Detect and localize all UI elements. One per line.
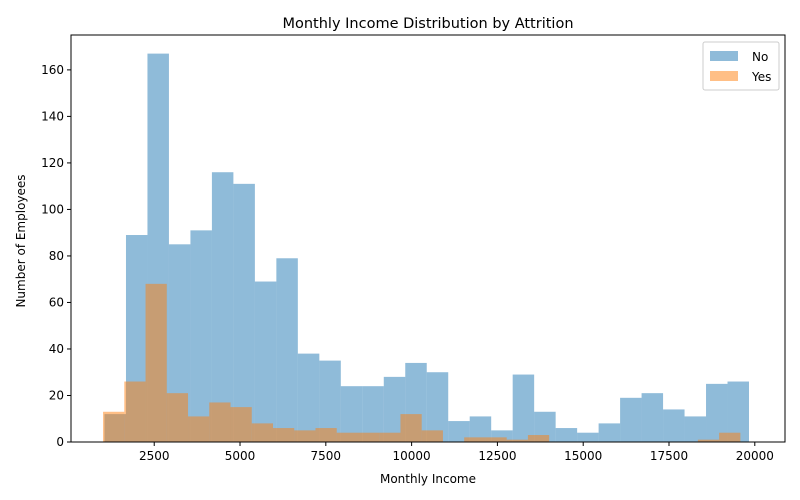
x-tick-label: 15000	[564, 449, 602, 463]
y-tick-label: 120	[41, 156, 64, 170]
bar-no-28	[706, 383, 728, 442]
bar-yes-1	[124, 381, 146, 442]
bar-yes-12	[357, 432, 380, 442]
bar-no-27	[684, 416, 707, 442]
bar-no-25	[641, 393, 664, 442]
bar-no-20	[534, 411, 556, 442]
legend-swatch-yes	[710, 71, 738, 81]
x-tick-label: 7500	[311, 449, 342, 463]
bar-no-24	[620, 397, 642, 442]
bar-yes-3	[166, 393, 189, 442]
y-tick-label: 100	[41, 202, 64, 216]
bar-yes-18	[485, 437, 507, 442]
bar-no-7	[254, 281, 277, 442]
bar-yes-4	[188, 416, 210, 442]
bar-no-19	[512, 374, 535, 442]
axes-layer: 2500 5000 7500 10000 12500 15000 17500 20000 0 20…	[41, 34, 786, 463]
y-tick-label: 160	[41, 63, 64, 77]
bar-yes-20	[527, 435, 550, 442]
bar-no-29	[727, 381, 749, 442]
bar-no-13	[383, 376, 406, 442]
bar-no-15	[426, 372, 449, 442]
x-tick-label: 17500	[650, 449, 688, 463]
bar-yes-2	[145, 283, 167, 442]
y-tick-label: 80	[49, 249, 64, 263]
bar-no-4	[190, 230, 212, 442]
bar-yes-7	[251, 423, 273, 442]
legend-label-yes: Yes	[751, 70, 771, 84]
bar-no-12	[362, 386, 384, 442]
bar-yes-10	[315, 428, 337, 442]
y-tick-label: 20	[49, 388, 64, 402]
x-axis-title: Monthly Income	[380, 472, 476, 486]
bar-yes-17	[464, 437, 486, 442]
x-tick-label: 2500	[139, 449, 170, 463]
bar-yes-19	[506, 439, 528, 442]
bar-no-26	[663, 409, 685, 442]
bar-no-23	[598, 423, 621, 442]
x-tick-label: 12500	[478, 449, 516, 463]
bar-no-16	[448, 421, 470, 442]
bar-no-3	[168, 244, 191, 442]
bar-no-6	[233, 183, 255, 442]
bar-yes-9	[294, 430, 316, 442]
y-tick-label: 60	[49, 295, 64, 309]
bar-yes-0	[103, 411, 125, 442]
bar-yes-29	[719, 432, 741, 442]
bar-no-18	[491, 430, 513, 442]
x-tick-label: 10000	[393, 449, 431, 463]
bar-no-11	[340, 386, 363, 442]
plot-frame	[70, 34, 786, 443]
bar-no-10	[319, 360, 341, 442]
series-no	[104, 53, 749, 443]
legend-label-no: No	[752, 50, 768, 64]
y-axis-title: Number of Employees	[14, 174, 28, 307]
bar-no-21	[555, 428, 578, 442]
legend-swatch-no	[710, 51, 738, 61]
bar-yes-15	[421, 430, 443, 442]
bar-yes-6	[230, 407, 252, 442]
y-tick-label: 140	[41, 109, 64, 123]
bars-layer	[103, 53, 749, 443]
bar-no-8	[276, 258, 298, 442]
bar-no-17	[469, 416, 492, 442]
y-tick-label: 40	[49, 342, 64, 356]
bar-yes-8	[273, 428, 295, 442]
bar-yes-14	[400, 414, 422, 442]
bar-yes-13	[379, 432, 401, 442]
bar-yes-11	[336, 432, 358, 442]
x-tick-label: 20000	[736, 449, 774, 463]
bar-yes-28	[697, 439, 720, 442]
bar-no-22	[577, 432, 599, 442]
legend: No Yes	[702, 41, 780, 91]
chart-title: Monthly Income Distribution by Attrition	[282, 16, 573, 32]
bar-no-9	[297, 353, 320, 442]
bar-yes-5	[209, 402, 231, 442]
y-tick-label: 0	[56, 435, 64, 449]
series-yes	[103, 283, 741, 442]
x-tick-label: 5000	[225, 449, 256, 463]
bar-no-5	[211, 172, 234, 442]
